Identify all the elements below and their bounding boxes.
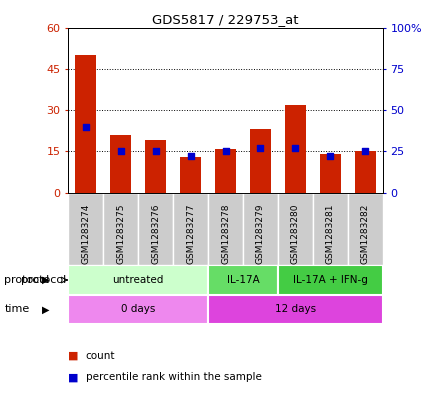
- Bar: [110, 135, 131, 193]
- Point: [362, 148, 369, 154]
- Text: time: time: [4, 305, 29, 314]
- Point: [222, 148, 229, 154]
- Bar: [145, 140, 166, 193]
- Point: [292, 145, 299, 151]
- Text: GSM1283279: GSM1283279: [256, 204, 265, 264]
- Text: count: count: [86, 351, 115, 361]
- Text: ■: ■: [68, 351, 79, 361]
- Text: ■: ■: [68, 372, 79, 382]
- Text: protocol: protocol: [21, 275, 66, 285]
- Bar: [68, 265, 208, 295]
- Text: 12 days: 12 days: [275, 305, 316, 314]
- Bar: [278, 265, 383, 295]
- Text: GSM1283280: GSM1283280: [291, 204, 300, 264]
- Point: [82, 123, 89, 130]
- Point: [117, 148, 124, 154]
- Bar: [278, 193, 313, 265]
- Bar: [355, 151, 376, 193]
- Text: ▶: ▶: [42, 305, 49, 314]
- Bar: [208, 295, 383, 324]
- Text: percentile rank within the sample: percentile rank within the sample: [86, 372, 262, 382]
- Bar: [208, 265, 278, 295]
- Point: [327, 153, 334, 160]
- Text: GSM1283278: GSM1283278: [221, 204, 230, 264]
- Bar: [348, 193, 383, 265]
- Text: 0 days: 0 days: [121, 305, 155, 314]
- Bar: [103, 193, 138, 265]
- Text: untreated: untreated: [113, 275, 164, 285]
- Text: GSM1283282: GSM1283282: [361, 204, 370, 264]
- Text: GSM1283277: GSM1283277: [186, 204, 195, 264]
- Bar: [173, 193, 208, 265]
- Bar: [320, 154, 341, 193]
- Point: [187, 153, 194, 160]
- Point: [152, 148, 159, 154]
- Bar: [75, 55, 96, 193]
- Bar: [68, 193, 103, 265]
- Point: [257, 145, 264, 151]
- Bar: [180, 157, 201, 193]
- Text: ▶: ▶: [42, 275, 49, 285]
- Text: protocol: protocol: [4, 275, 50, 285]
- Text: GSM1283281: GSM1283281: [326, 204, 335, 264]
- Bar: [285, 105, 306, 193]
- Title: GDS5817 / 229753_at: GDS5817 / 229753_at: [152, 13, 299, 26]
- Bar: [208, 193, 243, 265]
- Text: IL-17A + IFN-g: IL-17A + IFN-g: [293, 275, 368, 285]
- Text: GSM1283275: GSM1283275: [116, 204, 125, 264]
- Bar: [243, 193, 278, 265]
- Text: GSM1283274: GSM1283274: [81, 204, 90, 264]
- Bar: [215, 149, 236, 193]
- Text: IL-17A: IL-17A: [227, 275, 259, 285]
- Bar: [313, 193, 348, 265]
- Bar: [250, 129, 271, 193]
- Bar: [68, 295, 208, 324]
- Bar: [138, 193, 173, 265]
- Text: GSM1283276: GSM1283276: [151, 204, 160, 264]
